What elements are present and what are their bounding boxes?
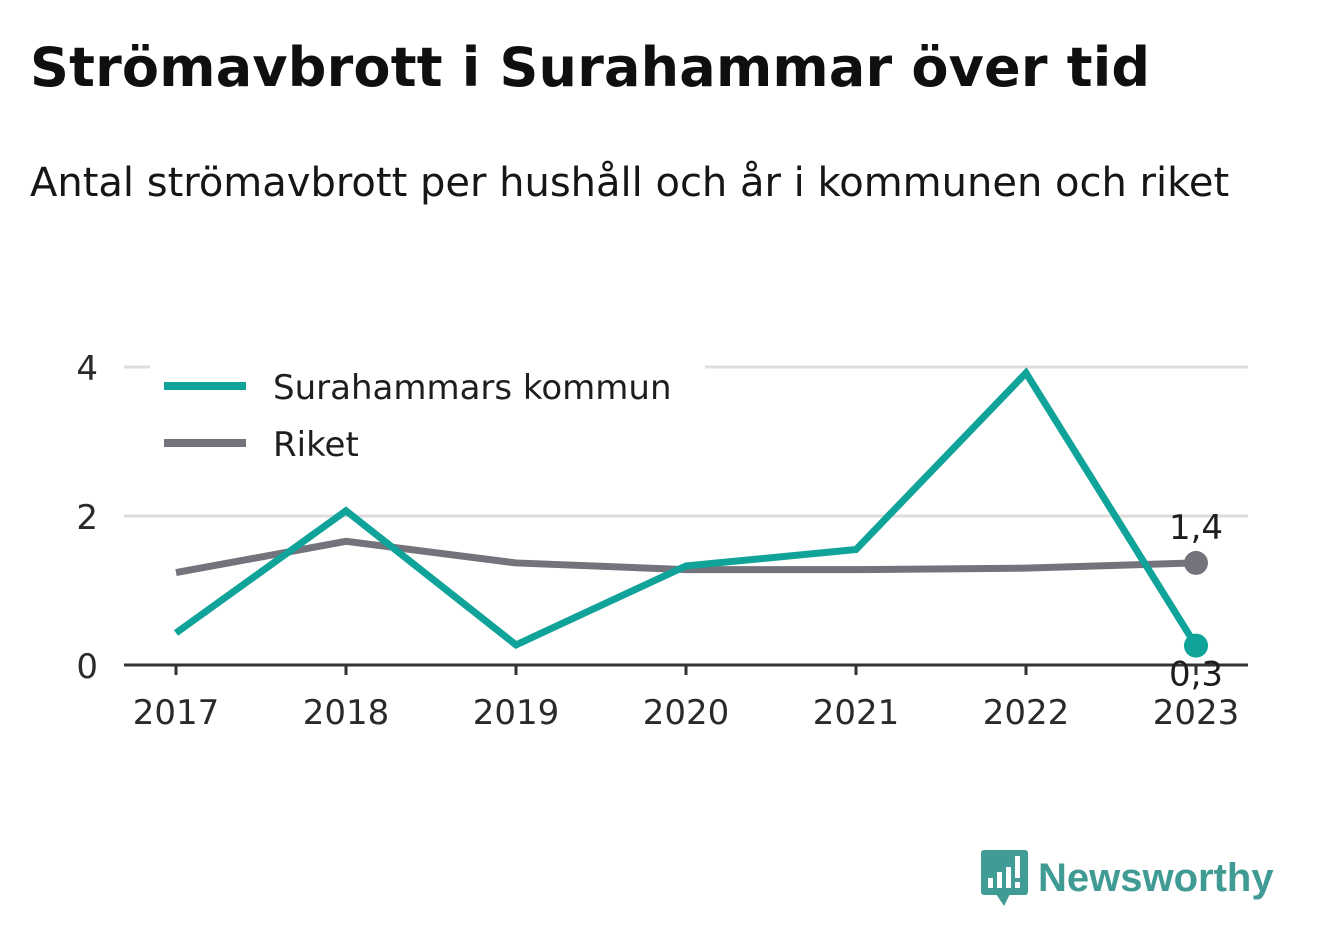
end-point-label: 1,4 <box>1169 508 1223 548</box>
x-tick-label: 2019 <box>473 693 560 733</box>
newsworthy-logo: Newsworthy <box>980 848 1274 908</box>
legend-background <box>150 360 705 472</box>
y-tick-label: 2 <box>76 498 98 538</box>
x-tick-label: 2022 <box>983 693 1070 733</box>
x-tick-label: 2020 <box>643 693 730 733</box>
series-lines <box>173 367 1199 649</box>
x-tick-label: 2021 <box>813 693 900 733</box>
end-point-label: 0,3 <box>1169 655 1223 695</box>
legend-label: Surahammars kommun <box>273 368 672 408</box>
x-tick-label: 2023 <box>1153 693 1240 733</box>
end-point-marker <box>1184 550 1208 575</box>
legend-label: Riket <box>273 425 359 465</box>
y-tick-label: 4 <box>76 349 98 389</box>
chart-title: Strömavbrott i Surahammar över tid <box>30 36 1151 99</box>
x-tick-label: 2017 <box>133 693 220 733</box>
chart-subtitle: Antal strömavbrott per hushåll och år i … <box>30 160 1230 206</box>
x-tick-label: 2018 <box>303 693 390 733</box>
end-point-marker <box>1184 633 1208 658</box>
series-line <box>173 367 1199 649</box>
legend: Surahammars kommun Riket <box>150 360 705 472</box>
brand-name: Newsworthy <box>1038 855 1274 900</box>
data-labels: 0,3 1,4 <box>1169 508 1223 695</box>
bar-chart-speech-bubble-icon <box>981 850 1028 906</box>
axes: 0 2 4 2017 2018 2019 2020 2021 2022 2023 <box>76 349 1248 733</box>
y-tick-label: 0 <box>76 647 98 687</box>
